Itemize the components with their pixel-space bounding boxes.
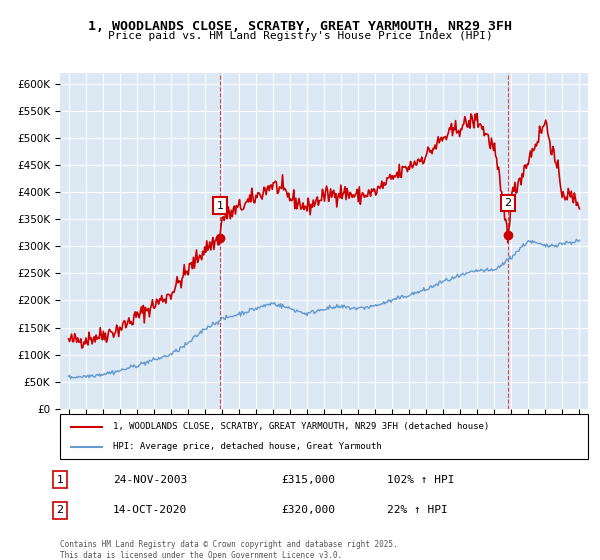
Text: £320,000: £320,000 [282, 506, 336, 516]
Text: 1: 1 [56, 474, 64, 484]
Text: 24-NOV-2003: 24-NOV-2003 [113, 474, 187, 484]
Text: 1, WOODLANDS CLOSE, SCRATBY, GREAT YARMOUTH, NR29 3FH: 1, WOODLANDS CLOSE, SCRATBY, GREAT YARMO… [88, 20, 512, 32]
Text: 14-OCT-2020: 14-OCT-2020 [113, 506, 187, 516]
Text: 2: 2 [504, 198, 511, 208]
Text: £315,000: £315,000 [282, 474, 336, 484]
Text: 2: 2 [56, 506, 64, 516]
Text: Price paid vs. HM Land Registry's House Price Index (HPI): Price paid vs. HM Land Registry's House … [107, 31, 493, 41]
Text: 1, WOODLANDS CLOSE, SCRATBY, GREAT YARMOUTH, NR29 3FH (detached house): 1, WOODLANDS CLOSE, SCRATBY, GREAT YARMO… [113, 422, 489, 431]
Text: Contains HM Land Registry data © Crown copyright and database right 2025.
This d: Contains HM Land Registry data © Crown c… [60, 540, 398, 560]
Text: 102% ↑ HPI: 102% ↑ HPI [388, 474, 455, 484]
Text: HPI: Average price, detached house, Great Yarmouth: HPI: Average price, detached house, Grea… [113, 442, 382, 451]
FancyBboxPatch shape [60, 414, 588, 459]
Text: 22% ↑ HPI: 22% ↑ HPI [388, 506, 448, 516]
Text: 1: 1 [217, 200, 224, 211]
